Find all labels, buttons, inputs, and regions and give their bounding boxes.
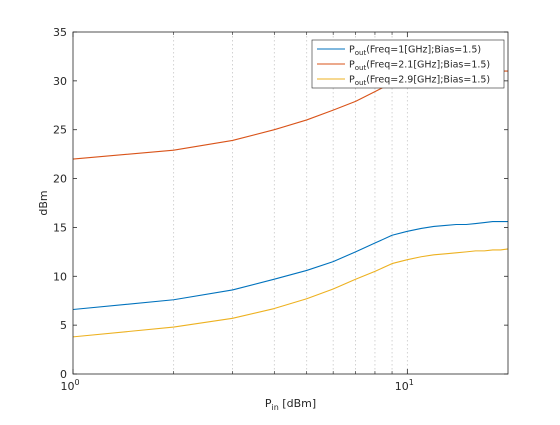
legend-entry-main: P xyxy=(349,75,355,86)
legend-entry-sub: out xyxy=(355,79,367,87)
x-tick-base: 10 xyxy=(60,380,74,393)
legend-entry-main: P xyxy=(349,45,355,56)
plot-frame xyxy=(72,31,509,375)
legend-entry-rest: (Freq=2.1[GHz];Bias=1.5) xyxy=(366,60,490,71)
y-tick-label: 5 xyxy=(60,319,67,332)
axis-labels: Pin [dBm] dBm xyxy=(37,190,316,412)
y-tick-label: 0 xyxy=(60,368,67,381)
legend[interactable]: Pout(Freq=1[GHz];Bias=1.5)Pout(Freq=2.1[… xyxy=(311,39,505,89)
legend-entry-2[interactable]: Pout(Freq=2.1[GHz];Bias=1.5) xyxy=(349,60,490,73)
y-tick-label: 35 xyxy=(53,26,67,39)
y-tick-label: 10 xyxy=(53,270,67,283)
x-tick-exponent: 1 xyxy=(409,378,414,387)
x-tick-base: 10 xyxy=(395,380,409,393)
series-line-1 xyxy=(72,221,508,311)
x-axis-label-rest: [dBm] xyxy=(279,397,316,410)
x-axis-label-main: P xyxy=(265,397,272,410)
x-tick-label: 101 xyxy=(395,378,414,393)
y-tick-label: 30 xyxy=(53,75,67,88)
x-tick-label: 100 xyxy=(60,378,79,393)
x-axis-label-sub: in xyxy=(272,403,279,412)
grid xyxy=(173,32,408,374)
legend-entry-main: P xyxy=(349,60,355,71)
y-tick-label: 15 xyxy=(53,221,67,234)
x-tick-exponent: 0 xyxy=(74,378,79,387)
legend-entry-1[interactable]: Pout(Freq=1[GHz];Bias=1.5) xyxy=(349,45,481,58)
y-tick-label: 25 xyxy=(53,124,67,137)
axes xyxy=(72,31,509,375)
legend-entry-sub: out xyxy=(355,49,367,57)
y-tick-label: 20 xyxy=(53,173,67,186)
legend-entry-sub: out xyxy=(355,64,367,72)
series-line-3 xyxy=(72,248,509,338)
legend-entry-3[interactable]: Pout(Freq=2.9[GHz];Bias=1.5) xyxy=(349,75,490,88)
x-axis-label: Pin [dBm] xyxy=(265,397,316,412)
legend-entry-rest: (Freq=1[GHz];Bias=1.5) xyxy=(366,45,481,56)
legend-entry-rest: (Freq=2.9[GHz];Bias=1.5) xyxy=(366,75,490,86)
y-axis-label: dBm xyxy=(37,190,50,215)
series-layer xyxy=(72,70,509,338)
